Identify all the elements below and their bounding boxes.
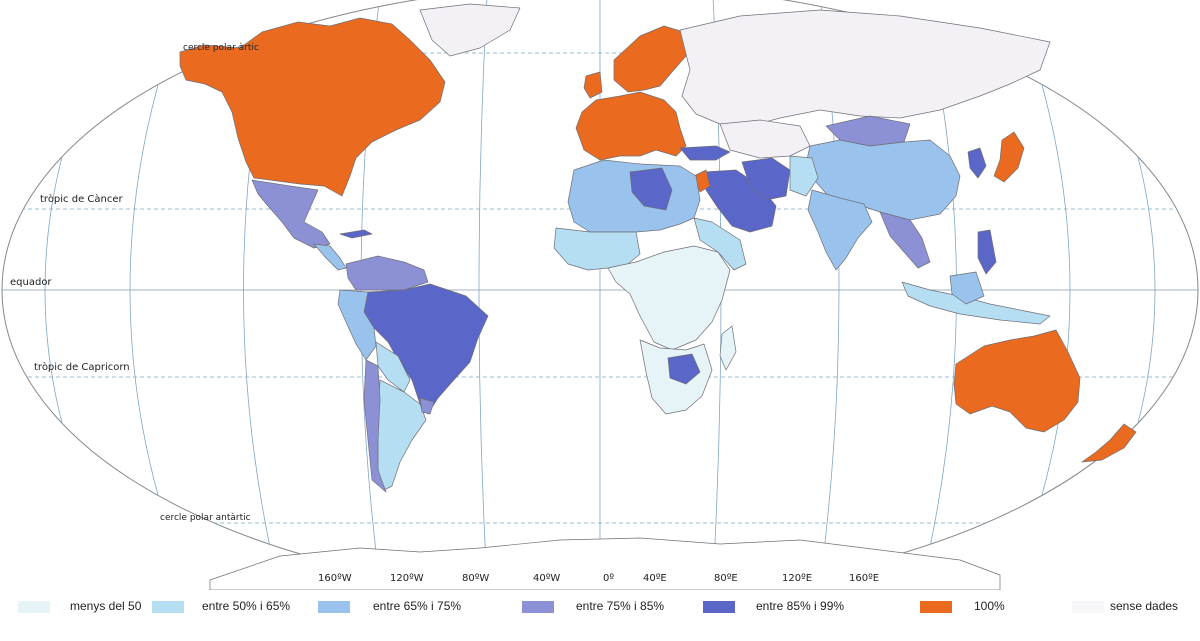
korea [967, 147, 987, 179]
uruguay [419, 397, 435, 415]
caribbean [339, 229, 373, 239]
legend-label-100: 100% [974, 599, 1005, 613]
longitude-label: 80ºW [462, 573, 489, 584]
scandinavia [613, 25, 691, 93]
longitude-label: 120ºE [782, 573, 812, 584]
tropic-cancer-label: tròpic de Càncer [40, 193, 124, 205]
great-britain [583, 71, 603, 99]
philippines [977, 229, 997, 275]
world-map: cercle polar àrtic tròpic de Càncer equa… [1, 0, 1199, 590]
central-america [313, 243, 347, 271]
legend-swatch-50-65 [152, 601, 184, 613]
japan [993, 131, 1025, 183]
legend-swatch-85-99 [703, 601, 735, 613]
brazil [363, 283, 489, 415]
longitude-label: 160ºE [849, 573, 879, 584]
antarctic-circle-label: cercle polar antàrtic [160, 513, 251, 523]
central-africa [607, 245, 731, 351]
madagascar [719, 325, 737, 371]
longitude-label: 120ºW [390, 573, 424, 584]
north-africa [567, 159, 701, 233]
legend-swatch-75-85 [522, 601, 554, 613]
longitude-label: 160ºW [318, 573, 352, 584]
equator-label: equador [10, 277, 52, 288]
greenland [419, 3, 521, 57]
antarctica [209, 537, 1001, 590]
mexico [251, 179, 331, 249]
andes [337, 289, 377, 361]
arctic-circle-label: cercle polar àrtic [183, 43, 259, 53]
chile [363, 359, 387, 493]
legend-swatch-65-75 [318, 601, 350, 613]
legend-label-50-65: entre 50% i 65% [202, 599, 291, 613]
north-america [179, 17, 446, 197]
longitude-label: 40ºE [643, 573, 667, 584]
india [807, 189, 873, 271]
northern-south-america [345, 255, 429, 291]
south-africa [667, 353, 701, 385]
turkey [679, 145, 731, 161]
legend-label-under-50: menys del 50 [70, 599, 142, 613]
australia [953, 329, 1081, 433]
legend-label-65-75: entre 65% i 75% [373, 599, 462, 613]
legend-swatch-100 [920, 601, 952, 613]
east-africa [693, 217, 747, 271]
legend-swatch-no-data [1072, 601, 1104, 613]
southeast-asia [879, 211, 931, 269]
libya [629, 167, 673, 211]
longitude-label: 40ºW [533, 573, 560, 584]
legend-label-no-data: sense dades [1110, 599, 1179, 613]
europe [575, 91, 687, 161]
tropic-capricorn-label: tròpic de Capricorn [34, 361, 130, 373]
legend-label-75-85: entre 75% i 85% [576, 599, 665, 613]
longitude-label: 0º [603, 573, 614, 584]
central-asia [719, 119, 811, 159]
new-zealand [1081, 423, 1137, 463]
borneo [949, 271, 985, 305]
iran [741, 157, 791, 201]
russia [679, 9, 1051, 127]
longitude-label: 80ºE [714, 573, 738, 584]
legend-swatch-under-50 [18, 601, 50, 613]
map-legend: menys del 50 entre 50% i 65% entre 65% i… [0, 596, 1200, 622]
land-masses [179, 3, 1137, 590]
legend-label-85-99: entre 85% i 99% [756, 599, 845, 613]
pakistan [789, 155, 819, 197]
